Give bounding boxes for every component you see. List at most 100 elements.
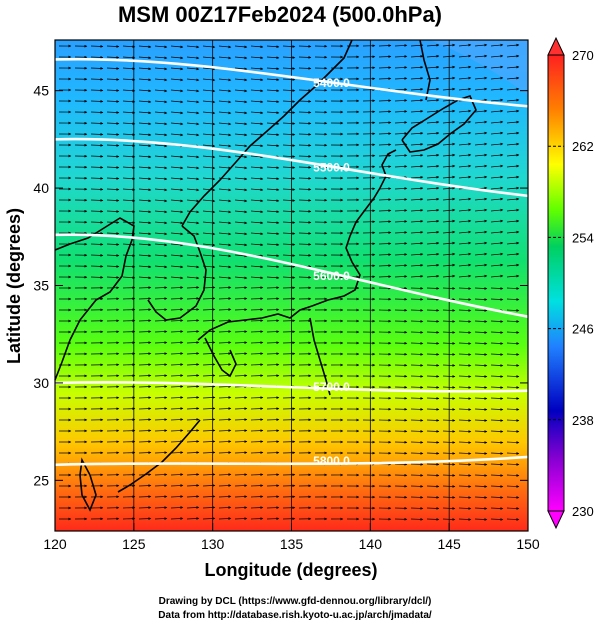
wind-arrow xyxy=(394,209,408,212)
wind-arrow xyxy=(154,265,168,269)
wind-arrow xyxy=(490,54,504,58)
wind-arrow xyxy=(458,164,472,168)
wind-arrow xyxy=(506,298,520,301)
wind-arrow xyxy=(170,363,184,366)
cold-core-northeast xyxy=(430,40,528,95)
wind-arrow xyxy=(490,441,504,444)
wind-arrow xyxy=(122,199,136,203)
wind-arrow xyxy=(250,210,264,214)
wind-arrow xyxy=(138,133,152,137)
wind-arrow xyxy=(218,199,232,203)
wind-arrow xyxy=(170,67,184,71)
wind-arrow xyxy=(426,263,440,267)
wind-arrow xyxy=(218,133,232,137)
height-contour xyxy=(54,57,529,108)
wind-arrow xyxy=(170,199,184,203)
y-tick-label: 45 xyxy=(33,83,49,99)
coastline-izu xyxy=(309,317,331,396)
wind-arrow xyxy=(490,263,504,267)
wind-arrow xyxy=(266,166,280,170)
wind-arrow xyxy=(170,407,184,410)
wind-arrow xyxy=(506,342,520,345)
wind-arrow xyxy=(154,374,168,377)
wind-arrow xyxy=(490,386,504,389)
wind-arrow xyxy=(474,419,488,422)
wind-arrow xyxy=(186,232,200,236)
wind-arrow xyxy=(186,45,200,49)
wind-arrow xyxy=(122,45,136,49)
wind-arrow xyxy=(122,177,136,181)
wind-arrow xyxy=(426,473,440,477)
wind-arrow xyxy=(410,230,424,234)
wind-arrow xyxy=(378,55,392,58)
wind-arrow xyxy=(218,122,232,126)
wind-arrow xyxy=(426,286,440,290)
wind-arrow xyxy=(474,518,488,521)
wind-arrow xyxy=(506,430,520,433)
x-tick-label: 140 xyxy=(359,536,383,552)
wind-arrow xyxy=(426,87,440,91)
wind-arrow xyxy=(138,276,152,280)
wind-arrow xyxy=(122,276,136,280)
wind-arrow xyxy=(186,308,200,311)
wind-arrow xyxy=(250,100,264,104)
wind-arrow xyxy=(218,473,232,476)
wind-arrow xyxy=(138,78,152,82)
wind-arrow xyxy=(490,109,504,113)
wind-arrow xyxy=(234,363,248,366)
wind-arrow xyxy=(186,100,200,104)
wind-arrow xyxy=(490,252,504,256)
wind-arrow xyxy=(282,100,296,103)
wind-arrow xyxy=(426,153,440,157)
wind-arrow xyxy=(490,87,504,91)
wind-arrow xyxy=(170,517,184,520)
wind-arrow xyxy=(234,177,248,181)
wind-arrow xyxy=(218,396,232,399)
wind-arrow xyxy=(458,507,472,510)
wind-arrow xyxy=(394,88,408,91)
wind-arrow xyxy=(410,109,424,113)
wind-arrow xyxy=(410,131,424,135)
wind-arrow xyxy=(410,252,424,256)
wind-arrow xyxy=(474,219,488,223)
wind-arrow xyxy=(490,474,504,477)
wind-arrow xyxy=(458,274,472,278)
wind-arrow xyxy=(490,164,504,168)
wind-arrow xyxy=(106,100,120,103)
wind-arrow xyxy=(122,67,136,71)
wind-arrow xyxy=(474,441,488,444)
wind-arrow xyxy=(458,496,472,499)
wind-arrow xyxy=(218,144,232,148)
wind-arrow xyxy=(250,265,264,269)
wind-arrow xyxy=(426,319,440,323)
wind-arrow xyxy=(474,153,488,157)
wind-arrow xyxy=(186,122,200,126)
wind-arrow xyxy=(218,100,232,104)
wind-arrow xyxy=(394,121,408,124)
wind-arrow xyxy=(378,231,392,234)
wind-arrow xyxy=(474,43,488,47)
wind-arrow xyxy=(154,199,168,203)
x-axis: 120 125 130 135 140 145 150 xyxy=(43,523,540,552)
wind-arrow xyxy=(186,199,200,203)
wind-arrow xyxy=(458,441,472,444)
wind-arrow xyxy=(170,276,184,280)
wind-arrow xyxy=(490,298,504,301)
wind-arrow xyxy=(506,197,520,201)
wind-arrow xyxy=(426,451,440,455)
wind-arrow xyxy=(298,121,312,125)
wind-arrow xyxy=(458,87,472,91)
wind-arrow xyxy=(410,219,424,223)
wind-arrow xyxy=(506,65,520,69)
wind-arrow xyxy=(506,54,520,58)
wind-arrow xyxy=(282,111,296,114)
wind-arrow xyxy=(250,188,264,192)
wind-arrow xyxy=(474,87,488,91)
wind-arrow xyxy=(186,341,200,344)
coastlines xyxy=(54,39,477,512)
wind-arrow xyxy=(298,165,312,169)
wind-arrow xyxy=(186,297,200,300)
wind-arrow xyxy=(170,385,184,388)
colorbar-tick-label: 230 xyxy=(572,504,594,519)
wind-arrow xyxy=(458,452,472,455)
